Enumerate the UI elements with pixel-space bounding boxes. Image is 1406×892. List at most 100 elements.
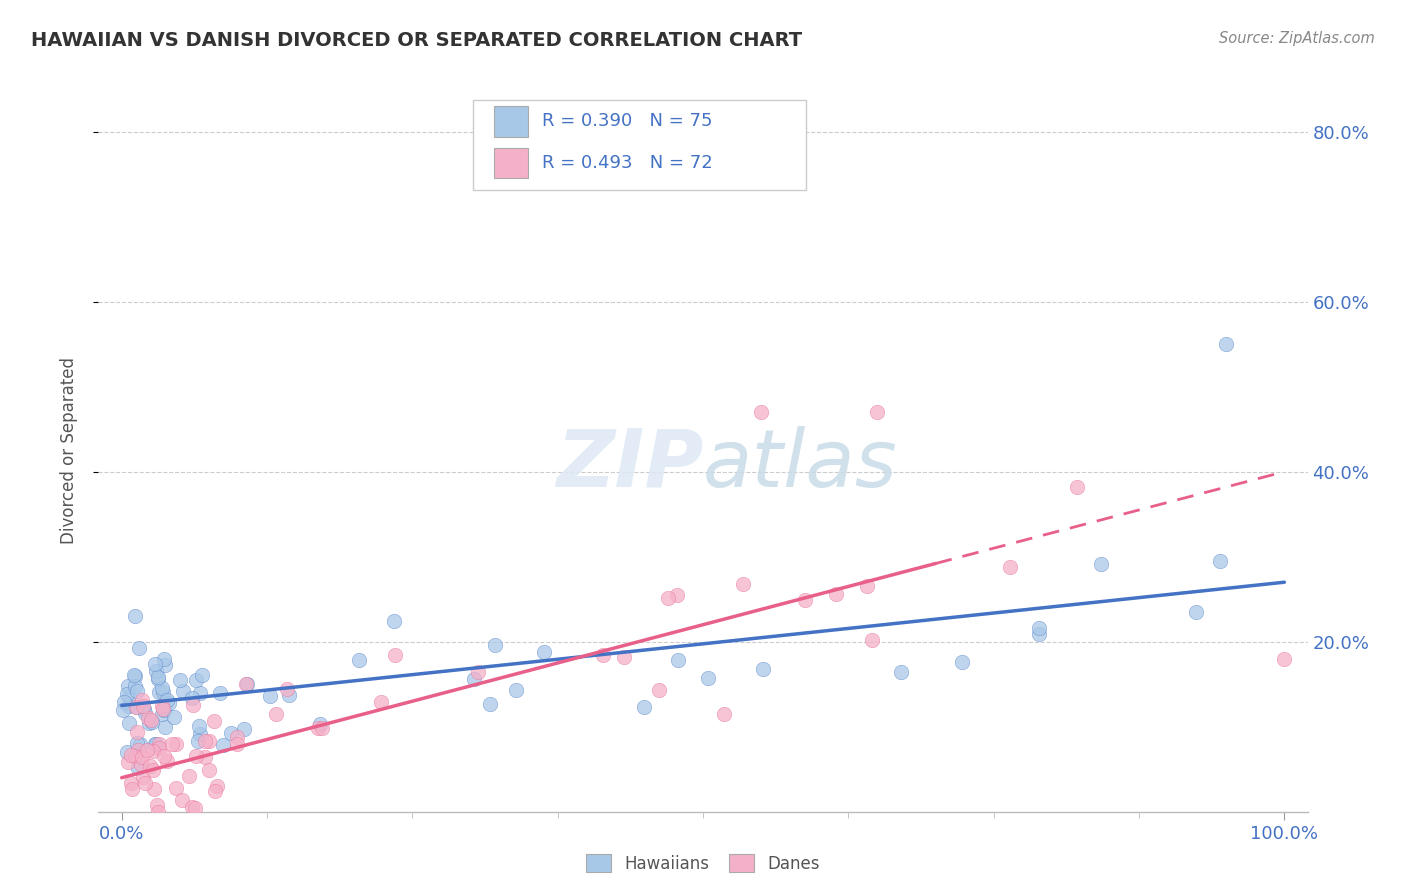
Point [592,648,614,662]
Point [856,579,879,593]
Point [157,696,180,710]
Point [191,668,214,682]
Point [194,749,217,764]
Point [478,697,501,711]
Point [347,653,370,667]
Point [533,645,555,659]
Point [129,738,152,752]
Point [860,633,883,648]
Point [134,776,156,790]
Point [648,683,671,698]
Point [181,800,204,814]
Point [138,715,160,730]
Point [169,673,191,688]
Point [733,577,755,591]
Point [139,759,162,773]
Text: atlas: atlas [703,425,898,504]
Point [278,688,301,702]
Point [187,734,209,748]
Point [150,698,173,713]
Point [1272,651,1295,665]
Point [825,587,848,601]
Point [890,665,912,679]
Point [633,700,655,714]
Point [950,655,973,669]
Text: ZIP: ZIP [555,425,703,504]
Point [132,770,155,784]
Point [370,695,392,709]
Point [155,754,177,768]
Point [125,700,148,714]
Point [752,663,775,677]
Point [118,690,141,705]
Point [198,763,221,777]
Point [160,737,183,751]
Point [120,776,142,790]
Point [153,657,176,672]
Point [139,713,162,727]
Point [163,710,186,724]
Point [1185,605,1208,619]
Point [188,727,211,741]
Point [194,733,217,747]
Point [134,706,156,721]
Point [153,652,176,666]
Point [749,405,772,419]
Point [235,677,257,691]
Point [142,743,165,757]
Point [866,405,889,419]
Point [155,720,177,734]
Point [152,702,174,716]
Point [276,681,298,696]
Point [129,757,152,772]
Point [118,698,141,713]
Point [1209,554,1232,568]
Point [226,738,249,752]
Point [697,672,720,686]
Point [259,689,281,703]
Point [575,125,598,139]
Point [127,761,149,775]
Text: Source: ZipAtlas.com: Source: ZipAtlas.com [1219,31,1375,46]
Point [132,699,155,714]
Point [121,748,143,763]
Point [127,742,149,756]
Point [124,609,146,624]
Point [1028,621,1050,635]
Point [467,665,489,680]
Point [384,648,406,662]
Point [122,667,145,681]
Point [236,676,259,690]
Point [186,673,208,687]
Point [713,706,735,721]
Point [613,649,636,664]
Point [148,741,170,756]
Legend: Hawaiians, Danes: Hawaiians, Danes [579,847,827,880]
Point [998,560,1021,574]
Point [152,681,174,696]
Point [152,685,174,699]
Point [142,763,165,777]
Point [121,781,143,796]
Point [484,638,506,652]
Point [136,742,159,756]
Point [181,691,204,706]
Point [209,686,232,700]
Point [117,679,139,693]
Point [166,737,188,751]
Point [505,682,527,697]
Point [219,726,242,740]
Point [179,769,201,783]
Point [143,737,166,751]
Point [153,703,176,717]
Point [141,715,163,730]
Point [145,664,167,678]
Point [207,779,229,793]
Point [172,683,194,698]
Y-axis label: Divorced or Separated: Divorced or Separated [59,357,77,544]
Point [146,670,169,684]
FancyBboxPatch shape [494,148,527,178]
Point [127,700,149,714]
Point [382,614,405,628]
Point [156,692,179,706]
